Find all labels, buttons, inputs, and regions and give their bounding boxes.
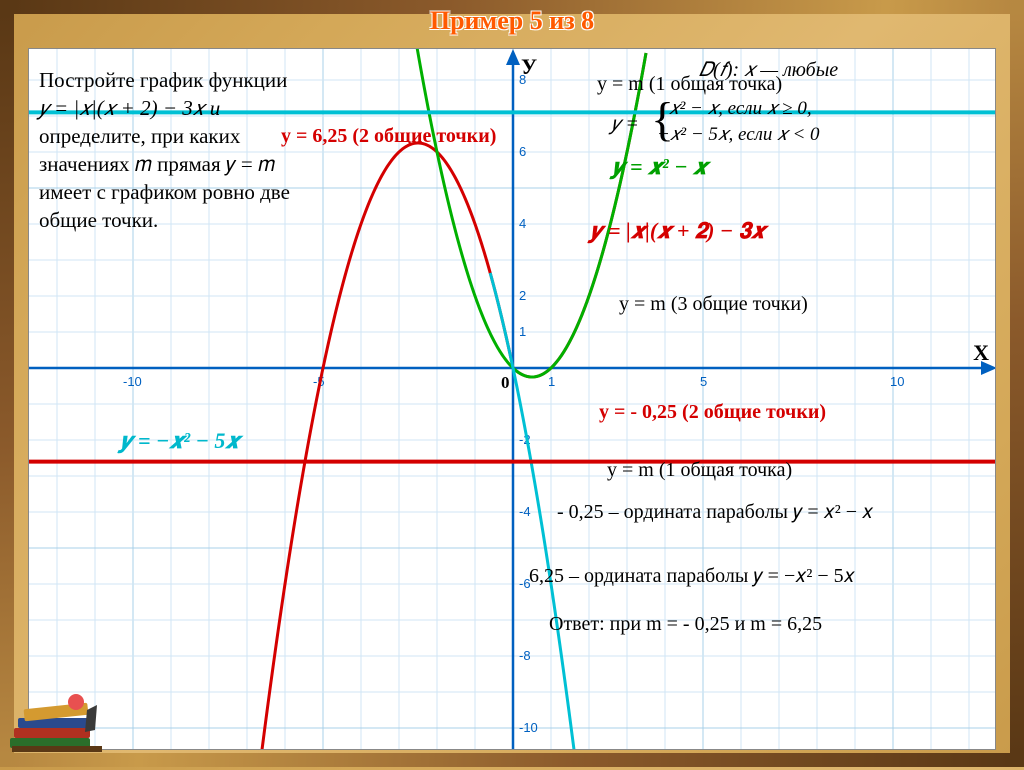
origin-label: 0 bbox=[501, 372, 510, 394]
y-axis-label: У bbox=[521, 53, 537, 82]
chart-container: -10-51510-10-8-6-4-212468 У X 0 Постройт… bbox=[28, 48, 996, 750]
m-1pt-bottom: y = m (1 общая точка) bbox=[607, 457, 792, 483]
red-equation: 𝒚 = |𝒙|(𝒙 + 𝟐) − 𝟑𝒙 bbox=[589, 217, 765, 246]
svg-text:5: 5 bbox=[700, 374, 707, 389]
problem-line-3: определите, при каких bbox=[39, 123, 240, 150]
m-1pt-top: y = m (1 общая точка) bbox=[597, 71, 782, 97]
piecewise-top: 𝑥² − 𝑥, если 𝑥 ≥ 0, bbox=[669, 97, 812, 122]
piecewise-y: 𝑦 = bbox=[611, 111, 639, 137]
ord-neg-text: - 0,25 – ордината параболы 𝑦 = 𝑥² − 𝑥 bbox=[557, 499, 977, 525]
problem-line-6: общие точки. bbox=[39, 207, 158, 234]
piecewise-bot: −𝑥² − 5𝑥, если 𝑥 < 0 bbox=[657, 123, 820, 148]
svg-text:-4: -4 bbox=[519, 504, 531, 519]
svg-text:10: 10 bbox=[890, 374, 904, 389]
ord-pos-text: 6,25 – ордината параболы 𝑦 = −𝑥² − 5𝑥 bbox=[529, 563, 855, 589]
m-625-label: y = 6,25 (2 общие точки) bbox=[281, 123, 496, 149]
x-axis-label: X bbox=[973, 339, 989, 368]
problem-line-5: имеет с графиком ровно две bbox=[39, 179, 290, 206]
m-3pts: y = m (3 общие точки) bbox=[619, 291, 808, 317]
books-decoration bbox=[2, 680, 112, 765]
svg-text:1: 1 bbox=[548, 374, 555, 389]
svg-text:-10: -10 bbox=[519, 720, 538, 735]
svg-text:1: 1 bbox=[519, 324, 526, 339]
svg-text:-8: -8 bbox=[519, 648, 531, 663]
svg-text:2: 2 bbox=[519, 288, 526, 303]
cyan-equation: 𝒚 = −𝒙² − 5𝒙 bbox=[119, 427, 240, 456]
problem-line-4: значениях 𝑚 прямая 𝑦 = 𝑚 bbox=[39, 151, 275, 178]
green-equation: 𝒚 = 𝒙² − 𝒙 bbox=[611, 153, 707, 182]
answer-text: Ответ: при m = - 0,25 и m = 6,25 bbox=[549, 611, 822, 637]
svg-text:4: 4 bbox=[519, 216, 526, 231]
slide-title: Пример 5 из 8 bbox=[0, 6, 1024, 36]
svg-text:6: 6 bbox=[519, 144, 526, 159]
problem-line-1: Постройте график функции bbox=[39, 67, 287, 94]
m-neg025-label: y = - 0,25 (2 общие точки) bbox=[599, 399, 826, 425]
svg-text:-10: -10 bbox=[123, 374, 142, 389]
problem-line-2: 𝑦 = |𝑥|(𝑥 + 2) − 3𝑥 и bbox=[39, 95, 220, 122]
